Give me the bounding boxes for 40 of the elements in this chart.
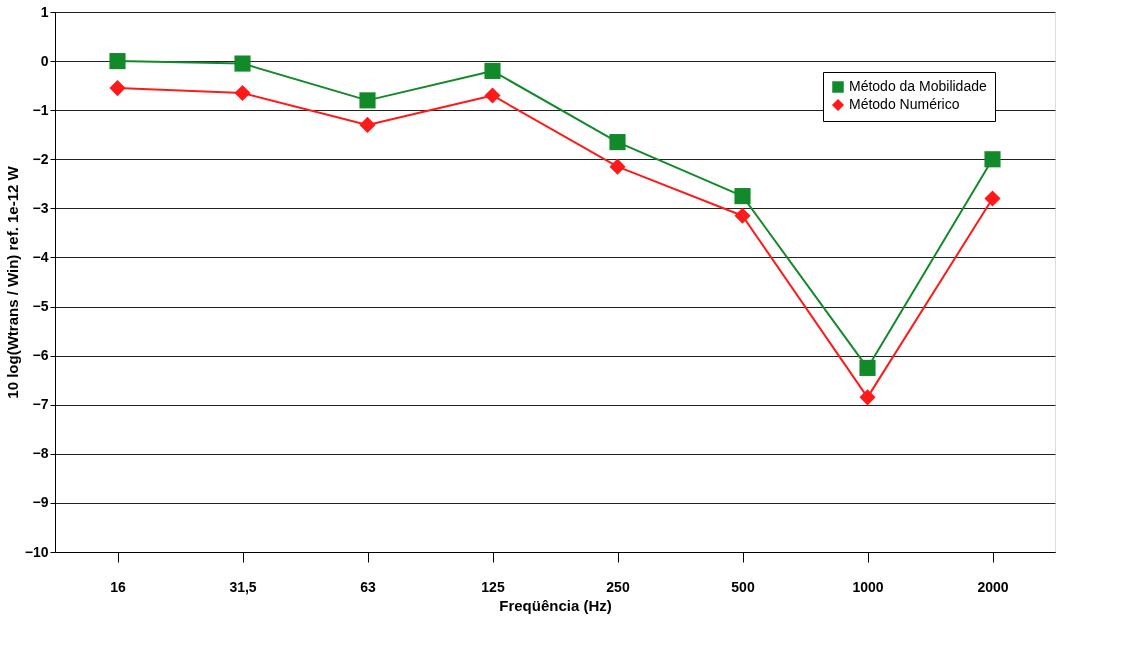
x-axis-title: Freqüência (Hz)	[499, 596, 612, 614]
point	[859, 389, 876, 406]
point	[359, 116, 376, 133]
point	[609, 134, 626, 151]
point	[109, 53, 126, 70]
y-tick-label: −5	[32, 298, 49, 315]
y-tick-label: −7	[32, 396, 49, 413]
point	[609, 158, 626, 175]
y-tick-label: 1	[40, 3, 49, 20]
y-tick-label: −8	[32, 445, 49, 462]
point	[734, 188, 751, 205]
point	[734, 207, 751, 224]
legend-label: Método Numérico	[849, 96, 960, 112]
point	[484, 62, 501, 79]
point	[234, 84, 251, 102]
y-tick-label: −1	[32, 101, 49, 118]
point	[984, 190, 1001, 207]
y-tick-label: −6	[32, 347, 49, 364]
x-tick-label: 1000	[852, 578, 884, 595]
y-tick-label: −10	[24, 543, 49, 560]
point	[234, 55, 251, 72]
y-axis-title: 10 log(Wtrans / Win) ref. 1e-12 W	[3, 165, 21, 399]
x-tick-label: 16	[110, 578, 126, 595]
legend-label: Método da Mobilidade	[849, 78, 987, 94]
point	[859, 359, 876, 376]
point	[359, 92, 376, 109]
y-tick-label: −2	[32, 150, 49, 167]
point	[984, 151, 1001, 168]
y-tick-label: 0	[40, 52, 49, 69]
point	[109, 80, 126, 97]
x-tick-label: 2000	[977, 578, 1009, 595]
x-tick-label: 500	[731, 578, 755, 595]
x-tick-label: 63	[360, 578, 376, 595]
x-tick-label: 125	[481, 578, 505, 595]
x-tick-label: 31,5	[229, 578, 257, 595]
y-tick-label: −9	[32, 494, 49, 511]
x-tick-label: 250	[606, 578, 630, 595]
point	[484, 87, 501, 104]
y-tick-label: −3	[32, 199, 49, 216]
y-tick-label: −4	[32, 248, 49, 265]
